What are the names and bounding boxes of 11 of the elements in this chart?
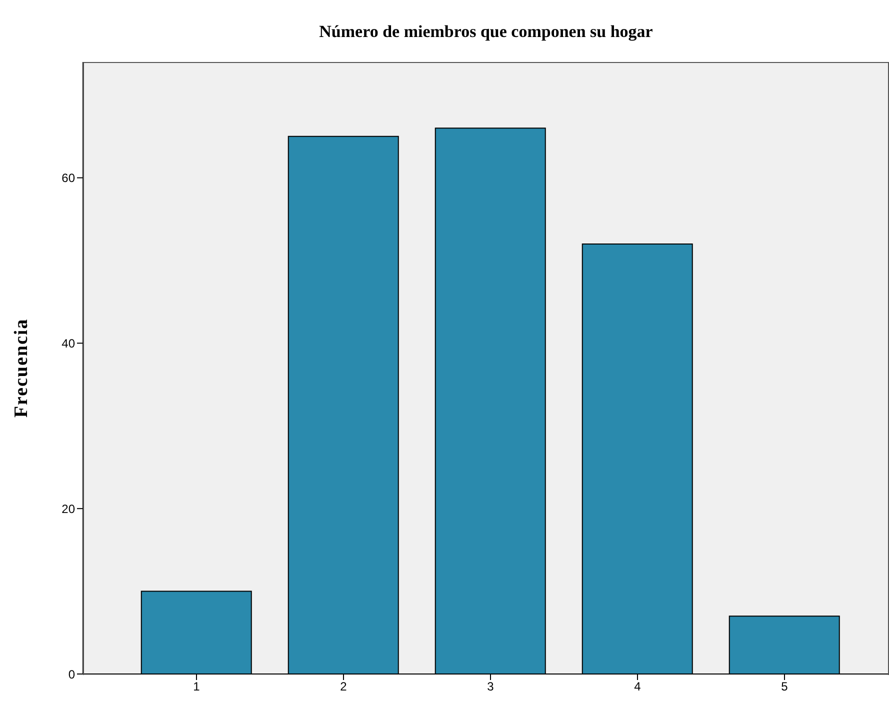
y-tick-label: 60 <box>62 171 76 186</box>
chart-title: Número de miembros que componen su hogar <box>318 22 654 42</box>
x-tick-label: 5 <box>781 680 788 694</box>
y-tick-label: 40 <box>62 336 76 350</box>
x-tick-label: 1 <box>193 680 200 694</box>
y-tick-label: 0 <box>68 667 76 682</box>
y-axis-title: Frecuencia <box>11 318 33 418</box>
x-tick-label: 4 <box>634 680 642 694</box>
x-tick-label: 3 <box>487 680 494 694</box>
x-tick-label: 2 <box>340 680 348 694</box>
y-tick-label: 20 <box>62 502 76 516</box>
